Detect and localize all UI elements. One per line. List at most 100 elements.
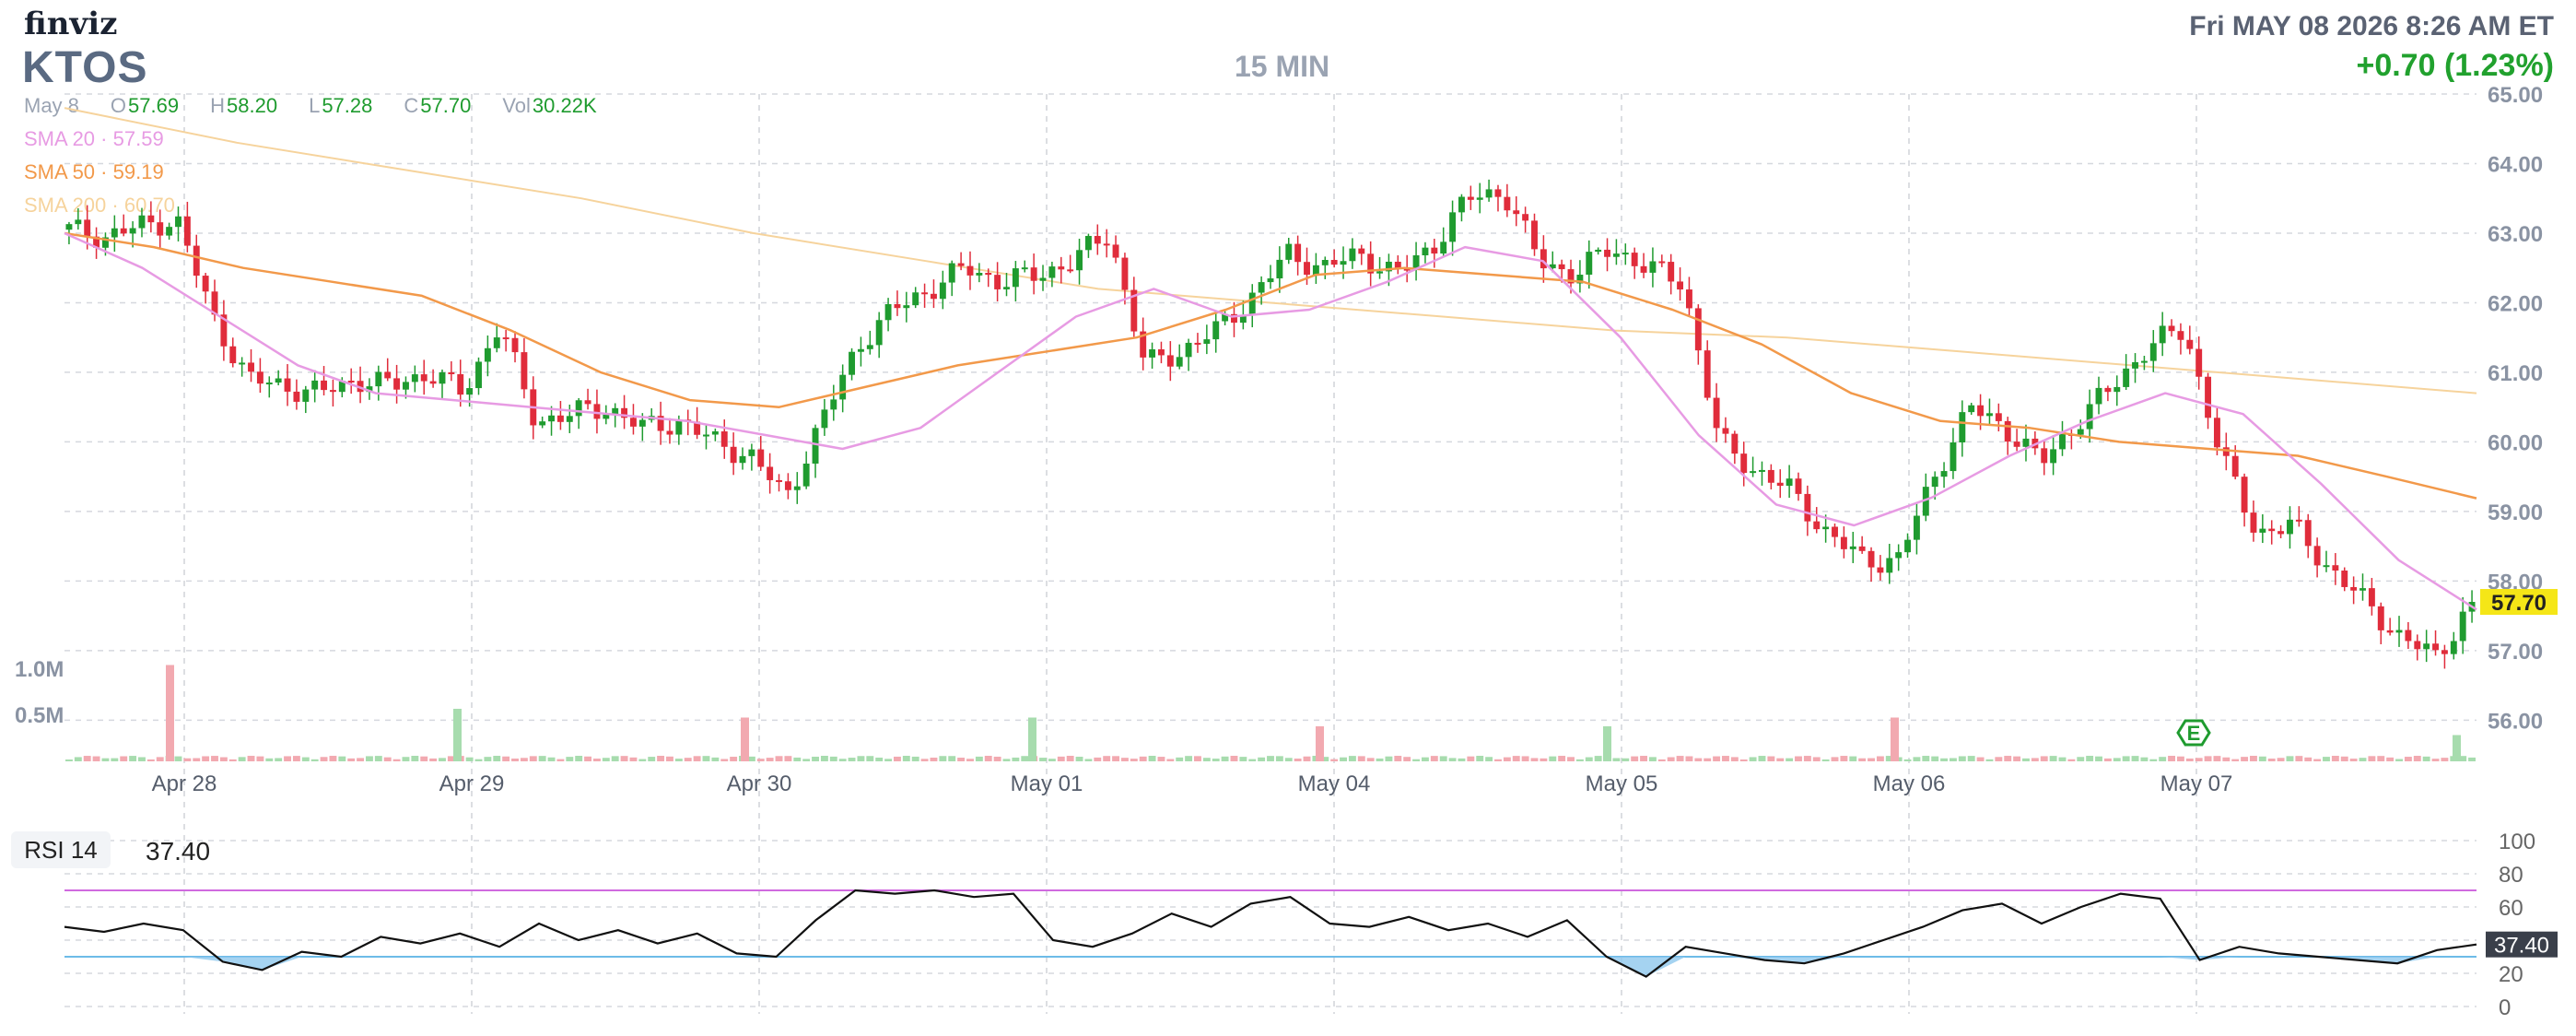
volume-bar xyxy=(702,756,710,761)
rsi-tick-label: 0 xyxy=(2499,995,2511,1020)
candle-body xyxy=(1832,526,1838,537)
candle-body xyxy=(1485,189,1493,198)
volume-bar xyxy=(1786,758,1794,761)
candle-body xyxy=(1076,250,1083,271)
volume-bar xyxy=(1749,757,1757,761)
candle-body xyxy=(603,414,610,419)
timeframe-label[interactable]: 15 MIN xyxy=(1235,50,1330,83)
sma200-legend[interactable]: SMA 200 · 60.70 xyxy=(24,194,175,217)
candle-body xyxy=(621,407,628,418)
candle-body xyxy=(2186,339,2194,349)
candle-body xyxy=(1531,220,1538,250)
volume-bar xyxy=(2168,756,2175,761)
candle-body xyxy=(2077,429,2084,435)
candle-body xyxy=(2004,420,2011,442)
volume-bar xyxy=(1730,757,1739,761)
volume-bar xyxy=(1849,756,1857,761)
candle-body xyxy=(2149,343,2157,361)
candle-body xyxy=(1677,281,1684,290)
candle-body xyxy=(1431,247,1438,254)
volume-bar xyxy=(474,759,483,761)
finviz-logo[interactable]: finviz xyxy=(24,6,118,42)
volume-bar xyxy=(784,756,792,761)
candle-body xyxy=(957,263,965,266)
volume-bar xyxy=(2304,757,2313,761)
candle-body xyxy=(694,421,701,435)
volume-bar xyxy=(1858,758,1867,761)
candle-body xyxy=(2332,565,2339,571)
candle-body xyxy=(857,348,864,352)
candle-body xyxy=(739,455,746,464)
volume-bar xyxy=(2195,758,2203,761)
volume-bar xyxy=(875,757,884,761)
axes: 65.0064.0063.0062.0061.0060.0059.0058.00… xyxy=(15,83,2558,796)
candle-body xyxy=(521,352,528,390)
volume-bar xyxy=(2022,758,2030,761)
candle-body xyxy=(193,245,200,277)
candle-body xyxy=(1886,558,1893,573)
volume-bar xyxy=(301,757,310,761)
volume-bar xyxy=(275,758,283,761)
candle-body xyxy=(985,272,992,276)
candle-body xyxy=(784,481,791,490)
ohlc-open: O57.69 xyxy=(110,94,180,117)
candle-body xyxy=(1112,244,1119,258)
candlesticks xyxy=(65,179,2476,669)
candle-body xyxy=(1731,433,1739,454)
volume-bar xyxy=(2267,759,2276,761)
candle-body xyxy=(411,374,418,383)
volume-bar xyxy=(884,759,893,761)
volume-bar xyxy=(1758,756,1766,761)
earnings-badge xyxy=(2176,719,2211,747)
sma20-legend[interactable]: SMA 20 · 57.59 xyxy=(24,127,164,150)
volume-bar xyxy=(1713,756,1721,761)
volume-bar xyxy=(1103,756,1111,761)
volume-bar xyxy=(2140,757,2149,761)
volume-bar xyxy=(1876,756,1884,761)
volume-bar xyxy=(1366,758,1375,761)
volume-bar xyxy=(1967,756,1975,761)
candle-body xyxy=(229,346,237,364)
volume-bar xyxy=(1130,759,1138,761)
candle-body xyxy=(703,434,709,437)
volume-bar xyxy=(1739,759,1748,761)
volume-tick-label: 0.5M xyxy=(15,703,64,728)
candle-body xyxy=(812,428,819,464)
candle-body xyxy=(1658,261,1666,264)
candle-body xyxy=(1786,478,1793,487)
volume-bar xyxy=(1212,759,1220,761)
volume-bar xyxy=(310,759,319,761)
volume-bar xyxy=(1294,759,1302,761)
candle-body xyxy=(1668,262,1675,282)
volume-bar xyxy=(829,756,837,761)
candle-body xyxy=(1795,478,1802,494)
volume-bar xyxy=(1412,759,1421,761)
volume-bar xyxy=(493,756,501,761)
volume-bar xyxy=(1148,756,1156,761)
earnings-marker: E xyxy=(2176,719,2211,747)
volume-bar xyxy=(1439,756,1447,761)
candle-body xyxy=(584,400,591,405)
candle-body xyxy=(1231,313,1237,324)
candle-body xyxy=(720,431,728,447)
volume-bar xyxy=(247,756,255,761)
volume-bar xyxy=(2422,756,2430,761)
volume-bar xyxy=(2277,758,2285,761)
candle-body xyxy=(748,449,755,456)
volume-bar xyxy=(1913,757,1921,761)
price-tick-label: 60.00 xyxy=(2488,430,2543,455)
volume-bar xyxy=(1321,757,1329,761)
volume-bar xyxy=(2431,759,2440,761)
volume-bar xyxy=(566,757,574,761)
volume-bar xyxy=(1376,758,1384,761)
candle-body xyxy=(675,419,683,435)
candle-body xyxy=(757,449,765,467)
rsi-tick-label: 80 xyxy=(2499,863,2523,888)
rsi-label[interactable]: RSI 14 xyxy=(11,831,111,868)
x-tick-label: May 04 xyxy=(1298,771,1371,796)
candle-body xyxy=(175,216,181,228)
candle-body xyxy=(2268,528,2276,532)
candle-body xyxy=(1039,277,1047,281)
x-tick-label: May 06 xyxy=(1873,771,1946,796)
